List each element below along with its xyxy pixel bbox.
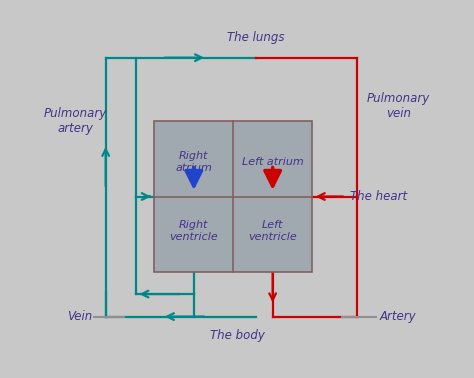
Text: The lungs: The lungs <box>227 31 284 43</box>
Text: The heart: The heart <box>349 190 407 203</box>
Text: Right
ventricle: Right ventricle <box>170 220 218 242</box>
Text: Right
atrium: Right atrium <box>175 151 212 173</box>
Bar <box>155 121 312 271</box>
Text: Pulmonary
vein: Pulmonary vein <box>367 93 430 121</box>
Text: The body: The body <box>210 329 264 342</box>
Text: Left atrium: Left atrium <box>242 157 303 167</box>
Text: Left
ventricle: Left ventricle <box>248 220 297 242</box>
Text: Pulmonary
artery: Pulmonary artery <box>44 107 107 135</box>
Text: Artery: Artery <box>380 310 417 323</box>
Text: Vein: Vein <box>67 310 92 323</box>
